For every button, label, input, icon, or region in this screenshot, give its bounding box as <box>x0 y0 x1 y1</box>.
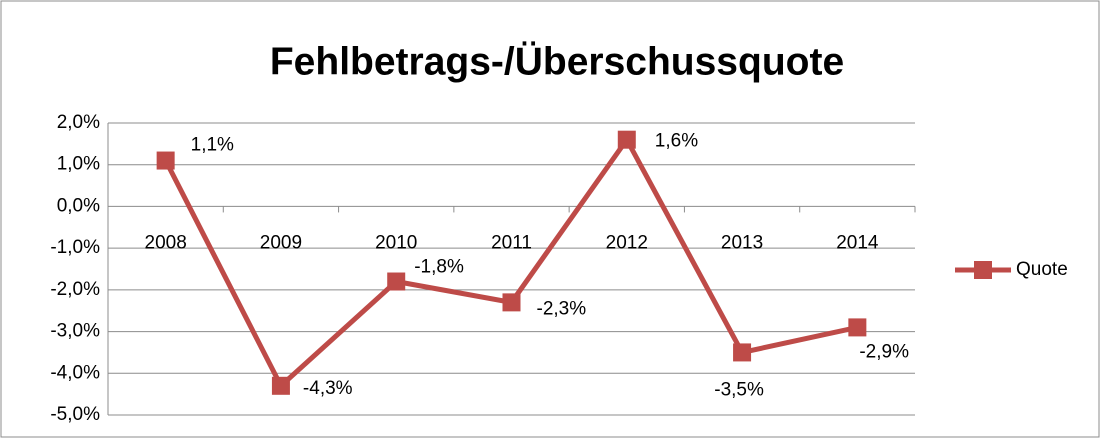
y-tick-label: -1,0% <box>50 237 100 258</box>
x-tick-label: 2011 <box>491 232 532 253</box>
y-tick-label: -4,0% <box>50 362 100 383</box>
y-tick-label: -3,0% <box>50 321 100 342</box>
data-point <box>733 343 752 362</box>
data-point <box>387 272 406 291</box>
data-label: 1,6% <box>655 131 698 152</box>
legend-marker <box>974 261 992 279</box>
y-tick-label: -2,0% <box>50 279 100 300</box>
x-tick-label: 2014 <box>836 232 879 253</box>
data-point <box>502 293 521 312</box>
x-tick-label: 2013 <box>721 232 763 253</box>
data-point <box>156 151 175 170</box>
legend-label: Quote <box>1016 259 1068 280</box>
data-label: -1,8% <box>414 257 464 278</box>
data-point <box>617 130 636 149</box>
x-tick-label: 2012 <box>606 232 648 253</box>
data-point <box>271 376 290 395</box>
data-label: 1,1% <box>191 135 234 156</box>
y-tick-label: 1,0% <box>57 154 100 175</box>
x-tick-label: 2010 <box>375 232 417 253</box>
y-tick-label: -5,0% <box>50 404 100 425</box>
data-label: -2,3% <box>537 298 587 319</box>
data-label: -4,3% <box>303 378 353 399</box>
y-tick-label: 0,0% <box>57 195 100 216</box>
chart-title: Fehlbetrags-/Überschussquote <box>270 40 844 83</box>
x-tick-label: 2009 <box>260 232 302 253</box>
data-label: -3,5% <box>714 379 764 400</box>
data-label: -2,9% <box>859 341 909 362</box>
x-tick-label: 2008 <box>145 232 187 253</box>
y-tick-label: 2,0% <box>57 112 100 133</box>
data-point <box>848 318 867 337</box>
